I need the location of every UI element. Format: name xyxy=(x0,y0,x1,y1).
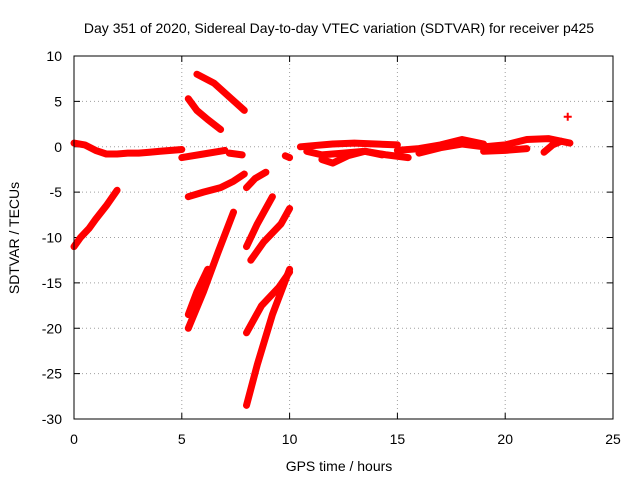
plot-frame xyxy=(73,55,614,420)
data-trace-arc-10 xyxy=(243,168,270,192)
data-trace-arc-14 xyxy=(243,265,294,409)
data-trace-arc-20 xyxy=(415,135,574,157)
data-trace-arc-21 xyxy=(480,145,531,155)
x-axis-label: GPS time / hours xyxy=(286,458,393,474)
data-trace-arc-4 xyxy=(193,70,248,114)
data-trace-arc-8 xyxy=(184,265,212,319)
data-trace-arc-11 xyxy=(243,193,276,251)
data-trace-arc-22 xyxy=(540,137,565,156)
x-tick-label: 5 xyxy=(178,431,186,447)
data-trace-arc-7 xyxy=(184,170,248,201)
data-trace-arc-2 xyxy=(70,186,121,251)
chart-title: Day 351 of 2020, Sidereal Day-to-day VTE… xyxy=(84,20,594,36)
data-trace-arc-12 xyxy=(247,205,294,264)
y-tick-label: -15 xyxy=(42,275,62,291)
y-tick-label: -20 xyxy=(42,320,62,336)
x-tick-labels: 0 5 10 15 20 25 xyxy=(70,431,621,447)
data-trace-arc-15 xyxy=(281,152,294,162)
data-trace-arc-9 xyxy=(184,208,237,332)
y-tick-label: -5 xyxy=(50,184,63,200)
data-trace-arc-1 xyxy=(70,139,186,158)
data-series xyxy=(70,70,574,409)
y-tick-label: -30 xyxy=(42,411,62,427)
y-tick-labels: -30 -25 -20 -15 -10 -5 0 5 10 xyxy=(42,48,62,427)
y-tick-label: 0 xyxy=(54,139,62,155)
y-tick-label: 10 xyxy=(46,48,62,64)
x-tick-label: 20 xyxy=(497,431,513,447)
data-point-point-1 xyxy=(563,112,572,121)
x-tick-label: 0 xyxy=(70,431,78,447)
y-tick-label: 5 xyxy=(54,93,62,109)
data-trace-arc-18 xyxy=(318,147,386,167)
x-tick-label: 25 xyxy=(605,431,621,447)
x-tick-label: 10 xyxy=(282,431,298,447)
data-trace-arc-5 xyxy=(178,146,229,162)
y-axis-label: SDTVAR / TECUs xyxy=(6,182,22,294)
x-tick-label: 15 xyxy=(390,431,406,447)
y-tick-label: -10 xyxy=(42,230,62,246)
data-trace-arc-3 xyxy=(184,95,225,133)
data-trace-arc-6 xyxy=(225,149,246,159)
grid xyxy=(74,56,613,419)
data-trace-arc-16 xyxy=(296,139,401,151)
y-tick-label: -25 xyxy=(42,366,62,382)
